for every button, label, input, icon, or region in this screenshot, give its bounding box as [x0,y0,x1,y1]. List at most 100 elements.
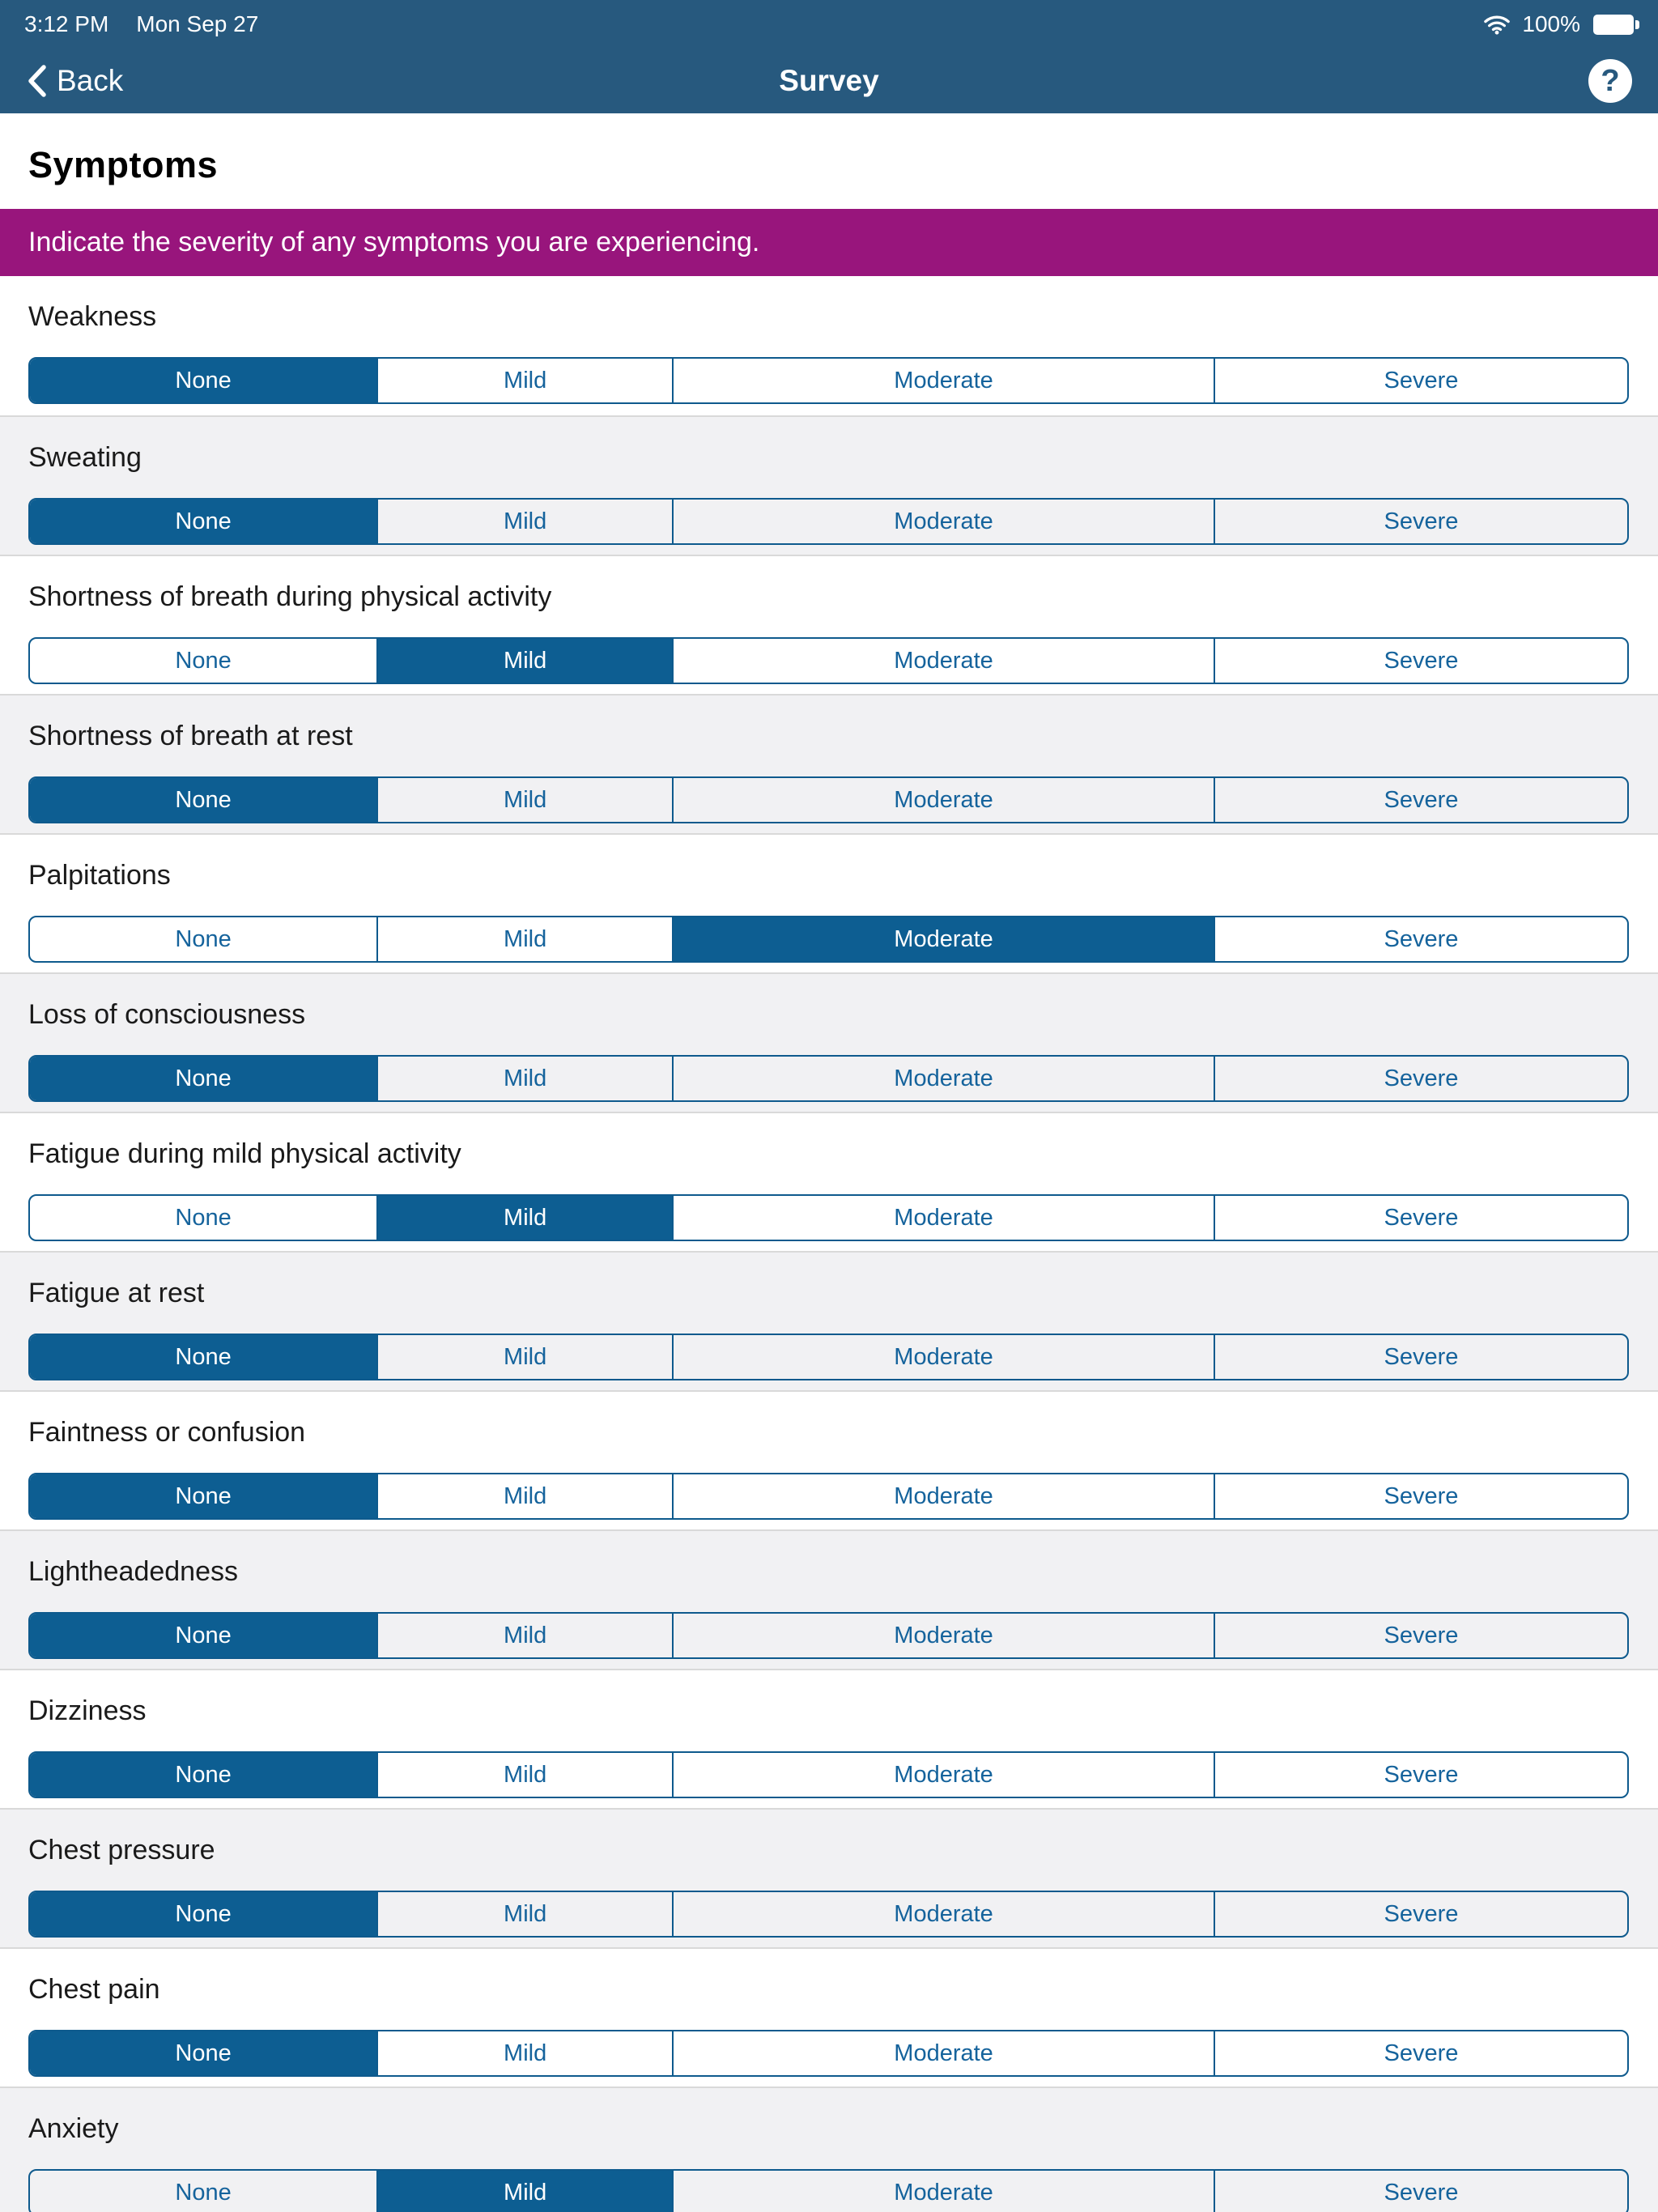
severity-segmented-control: None Mild Moderate Severe [28,916,1629,963]
segment-none[interactable]: None [175,647,232,674]
segment-severe[interactable]: Severe [1213,2171,1627,2212]
severity-segmented-control: None Mild Moderate Severe [28,1612,1629,1659]
symptom-label: Loss of consciousness [28,999,306,1030]
section-heading: Symptoms [28,144,219,185]
help-button[interactable]: ? [1588,59,1632,103]
symptom-row: Lightheadedness None Mild Moderate Severe [0,1529,1658,1669]
symptom-row: Loss of consciousness None Mild Moderate Sev… [0,972,1658,1112]
segment-severe[interactable]: Severe [1213,1892,1627,1936]
segment-severe[interactable]: Severe [1213,2031,1627,2075]
segment-none[interactable]: None [30,1753,377,1797]
segment-mild[interactable]: Mild [376,500,672,543]
severity-segmented-control: None Mild Moderate Severe [28,1334,1629,1380]
segment-none[interactable]: None [30,1335,377,1379]
segment-none[interactable]: None [30,1474,377,1518]
symptom-row: Palpitations None Mild Moderate Severe [0,833,1658,972]
segment-moderate[interactable]: Moderate [672,1614,1214,1657]
segment-moderate[interactable]: Moderate [672,917,1214,961]
symptom-row: Sweating None Mild Moderate Severe [0,415,1658,555]
segment-moderate[interactable]: Moderate [672,359,1214,402]
segment-moderate[interactable]: Moderate [672,639,1214,683]
segment-mild[interactable]: Mild [376,1474,672,1518]
segment-severe[interactable]: Severe [1213,1614,1627,1657]
severity-segmented-control: None Mild Moderate Severe [28,1194,1629,1241]
segment-none[interactable]: None [30,359,377,402]
segment-mild[interactable]: Mild [376,1196,673,1240]
segment-moderate[interactable]: Moderate [672,2171,1214,2212]
segment-mild[interactable]: Mild [376,2171,673,2212]
page-title: Survey [779,64,879,97]
symptom-label: Fatigue during mild physical activity [28,1138,461,1169]
symptom-label: Fatigue at rest [28,1278,205,1308]
segment-severe[interactable]: Severe [1213,1057,1627,1100]
segment-mild[interactable]: Mild [376,917,672,961]
symptom-label: Faintness or confusion [28,1417,306,1448]
question-mark-icon: ? [1601,63,1620,98]
instruction-text: Indicate the severity of any symptoms yo… [28,227,760,257]
symptom-row: Faintness or confusion None Mild Moderate Se… [0,1390,1658,1529]
segment-mild[interactable]: Mild [376,778,672,822]
segment-none[interactable]: None [175,2179,232,2206]
segment-moderate[interactable]: Moderate [672,1335,1214,1379]
symptom-label: Anxiety [28,2113,119,2144]
segment-none[interactable]: None [175,1204,232,1231]
segment-moderate[interactable]: Moderate [672,1753,1214,1797]
segment-severe[interactable]: Severe [1213,1196,1627,1240]
segment-severe[interactable]: Severe [1213,1474,1627,1518]
segment-severe[interactable]: Severe [1213,359,1627,402]
segment-none[interactable]: None [30,2031,377,2075]
symptom-label: Dizziness [28,1695,147,1726]
segment-mild[interactable]: Mild [376,639,673,683]
segment-mild[interactable]: Mild [376,359,672,402]
symptom-row: Fatigue during mild physical activity Non… [0,1112,1658,1251]
symptom-row: Fatigue at rest None Mild Moderate Severe [0,1251,1658,1390]
segment-none[interactable]: None [30,1057,377,1100]
instruction-banner: Indicate the severity of any symptoms yo… [0,209,1658,276]
segment-severe[interactable]: Severe [1213,778,1627,822]
segment-mild[interactable]: Mild [376,1614,672,1657]
symptom-row: Chest pressure None Mild Moderate Severe [0,1808,1658,1947]
segment-moderate[interactable]: Moderate [672,2031,1214,2075]
segment-mild[interactable]: Mild [376,1892,672,1936]
symptom-label: Weakness [28,301,157,332]
back-button[interactable]: Back [26,64,123,98]
segment-none[interactable]: None [30,500,377,543]
symptom-row: Shortness of breath during physical acti… [0,555,1658,694]
severity-segmented-control: None Mild Moderate Severe [28,2030,1629,2077]
symptom-label: Shortness of breath at rest [28,721,353,751]
segment-moderate[interactable]: Moderate [672,1057,1214,1100]
symptom-label: Sweating [28,442,142,473]
segment-none[interactable]: None [175,925,232,952]
segment-moderate[interactable]: Moderate [672,1892,1214,1936]
severity-segmented-control: None Mild Moderate Severe [28,1055,1629,1102]
status-date: Mon Sep 27 [136,11,259,36]
back-chevron-icon [26,64,47,98]
severity-segmented-control: None Mild Moderate Severe [28,776,1629,823]
segment-severe[interactable]: Severe [1213,500,1627,543]
segment-severe[interactable]: Severe [1213,1753,1627,1797]
symptom-label: Shortness of breath during physical acti… [28,581,552,612]
segment-mild[interactable]: Mild [376,2031,672,2075]
segment-moderate[interactable]: Moderate [672,778,1214,822]
status-bar: 3:12 PM Mon Sep 27 100% [0,0,1658,49]
segment-mild[interactable]: Mild [376,1335,672,1379]
segment-moderate[interactable]: Moderate [672,1474,1214,1518]
symptom-label: Lightheadedness [28,1556,239,1587]
segment-severe[interactable]: Severe [1213,917,1627,961]
clock-time: 3:12 PM [24,11,109,36]
segment-mild[interactable]: Mild [376,1057,672,1100]
back-label: Back [57,64,124,97]
segment-moderate[interactable]: Moderate [672,500,1214,543]
symptom-list: Weakness None Mild Moderate Severe Sweating No… [0,276,1658,2212]
section-heading-wrap: Symptoms [0,113,1658,209]
symptom-label: Chest pressure [28,1835,215,1865]
segment-mild[interactable]: Mild [376,1753,672,1797]
segment-none[interactable]: None [30,1614,377,1657]
segment-severe[interactable]: Severe [1213,1335,1627,1379]
segment-none[interactable]: None [30,778,377,822]
segment-moderate[interactable]: Moderate [672,1196,1214,1240]
segment-none[interactable]: None [30,1892,377,1936]
segment-severe[interactable]: Severe [1213,639,1627,683]
battery-percent: 100% [1522,11,1580,36]
severity-segmented-control: None Mild Moderate Severe [28,2169,1629,2212]
